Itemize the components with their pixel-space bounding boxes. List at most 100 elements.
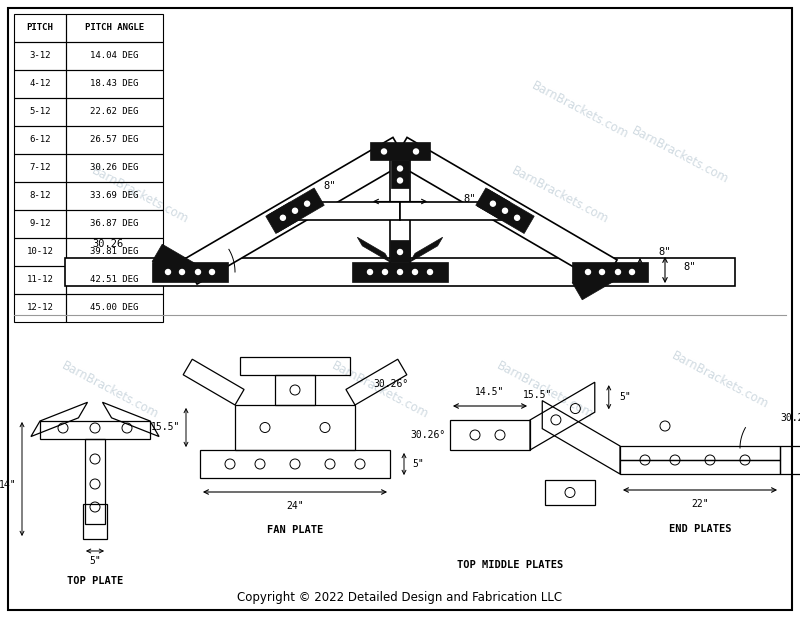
- Polygon shape: [358, 237, 390, 262]
- Text: 14": 14": [0, 480, 17, 489]
- Circle shape: [179, 269, 185, 274]
- Text: 26.57 DEG: 26.57 DEG: [90, 135, 138, 145]
- Text: 8-12: 8-12: [30, 192, 50, 200]
- Circle shape: [293, 208, 298, 213]
- Text: BarnBrackets.com: BarnBrackets.com: [90, 164, 190, 226]
- Text: BarnBrackets.com: BarnBrackets.com: [59, 359, 161, 421]
- Polygon shape: [152, 244, 195, 281]
- Text: BarnBrackets.com: BarnBrackets.com: [494, 359, 596, 421]
- Text: TOP PLATE: TOP PLATE: [67, 576, 123, 586]
- Circle shape: [398, 269, 402, 274]
- Bar: [66, 42, 163, 70]
- Bar: [66, 266, 163, 294]
- Bar: [14, 182, 66, 210]
- Bar: [14, 42, 66, 70]
- Text: 30.26°: 30.26°: [374, 379, 409, 389]
- Text: 30.26°: 30.26°: [410, 430, 446, 440]
- Circle shape: [414, 149, 418, 154]
- Circle shape: [398, 166, 402, 171]
- Text: 6-12: 6-12: [30, 135, 50, 145]
- Polygon shape: [400, 201, 505, 220]
- Text: BarnBrackets.com: BarnBrackets.com: [670, 349, 770, 411]
- Text: 33.69 DEG: 33.69 DEG: [90, 192, 138, 200]
- Polygon shape: [183, 137, 407, 284]
- Polygon shape: [152, 262, 228, 282]
- Circle shape: [586, 269, 590, 274]
- Text: 39.81 DEG: 39.81 DEG: [90, 247, 138, 256]
- Text: 18.43 DEG: 18.43 DEG: [90, 80, 138, 88]
- Text: Copyright © 2022 Detailed Design and Fabrication LLC: Copyright © 2022 Detailed Design and Fab…: [238, 591, 562, 604]
- Text: 8": 8": [324, 180, 336, 191]
- Text: 15.5": 15.5": [151, 423, 181, 433]
- Bar: [66, 210, 163, 238]
- Text: 10-12: 10-12: [26, 247, 54, 256]
- Text: 5": 5": [619, 392, 630, 402]
- Polygon shape: [476, 188, 534, 234]
- Text: 14.04 DEG: 14.04 DEG: [90, 51, 138, 61]
- Polygon shape: [352, 262, 448, 282]
- Bar: [66, 294, 163, 322]
- Bar: [14, 266, 66, 294]
- Text: 30.26 DEG: 30.26 DEG: [90, 164, 138, 172]
- Polygon shape: [390, 240, 410, 262]
- Circle shape: [210, 269, 214, 274]
- Text: 14.5": 14.5": [475, 387, 505, 397]
- Polygon shape: [410, 237, 442, 262]
- Text: 3-12: 3-12: [30, 51, 50, 61]
- Bar: [66, 238, 163, 266]
- Bar: [14, 14, 66, 42]
- Text: PITCH ANGLE: PITCH ANGLE: [85, 23, 144, 33]
- Circle shape: [398, 178, 402, 183]
- Circle shape: [195, 269, 201, 274]
- Text: PITCH: PITCH: [26, 23, 54, 33]
- Text: 22.62 DEG: 22.62 DEG: [90, 108, 138, 117]
- Circle shape: [490, 201, 495, 206]
- Text: 30.26°: 30.26°: [780, 413, 800, 423]
- Circle shape: [281, 215, 286, 220]
- Circle shape: [427, 269, 433, 274]
- Text: 5": 5": [89, 556, 101, 566]
- Text: BarnBrackets.com: BarnBrackets.com: [630, 124, 730, 186]
- Polygon shape: [572, 262, 648, 282]
- Polygon shape: [390, 150, 410, 272]
- Polygon shape: [572, 263, 615, 300]
- Bar: [66, 14, 163, 42]
- Bar: [66, 126, 163, 154]
- Text: 7-12: 7-12: [30, 164, 50, 172]
- Bar: [14, 210, 66, 238]
- Bar: [66, 154, 163, 182]
- Circle shape: [413, 269, 418, 274]
- Circle shape: [630, 269, 634, 274]
- Bar: [14, 126, 66, 154]
- Bar: [14, 154, 66, 182]
- Text: 5-12: 5-12: [30, 108, 50, 117]
- Bar: [14, 98, 66, 126]
- Text: 8": 8": [464, 195, 476, 205]
- Bar: [66, 182, 163, 210]
- Polygon shape: [266, 188, 324, 234]
- Circle shape: [398, 250, 402, 255]
- Polygon shape: [295, 201, 400, 220]
- Text: 42.51 DEG: 42.51 DEG: [90, 276, 138, 284]
- Text: BarnBrackets.com: BarnBrackets.com: [510, 164, 610, 226]
- Circle shape: [502, 208, 507, 213]
- Bar: [14, 70, 66, 98]
- Text: 30.26: 30.26: [92, 239, 124, 249]
- Text: 11-12: 11-12: [26, 276, 54, 284]
- Circle shape: [367, 269, 373, 274]
- Text: END PLATES: END PLATES: [669, 524, 731, 534]
- Text: 24": 24": [286, 501, 304, 511]
- Bar: [66, 98, 163, 126]
- Text: BarnBrackets.com: BarnBrackets.com: [530, 79, 630, 141]
- Polygon shape: [65, 258, 735, 286]
- Text: 45.00 DEG: 45.00 DEG: [90, 303, 138, 313]
- Polygon shape: [267, 202, 300, 232]
- Text: 4-12: 4-12: [30, 80, 50, 88]
- Text: FAN PLATE: FAN PLATE: [267, 525, 323, 535]
- Text: 8": 8": [658, 247, 671, 257]
- Circle shape: [305, 201, 310, 206]
- Polygon shape: [393, 137, 617, 284]
- Text: 5": 5": [412, 459, 424, 469]
- Circle shape: [382, 149, 386, 154]
- Circle shape: [166, 269, 170, 274]
